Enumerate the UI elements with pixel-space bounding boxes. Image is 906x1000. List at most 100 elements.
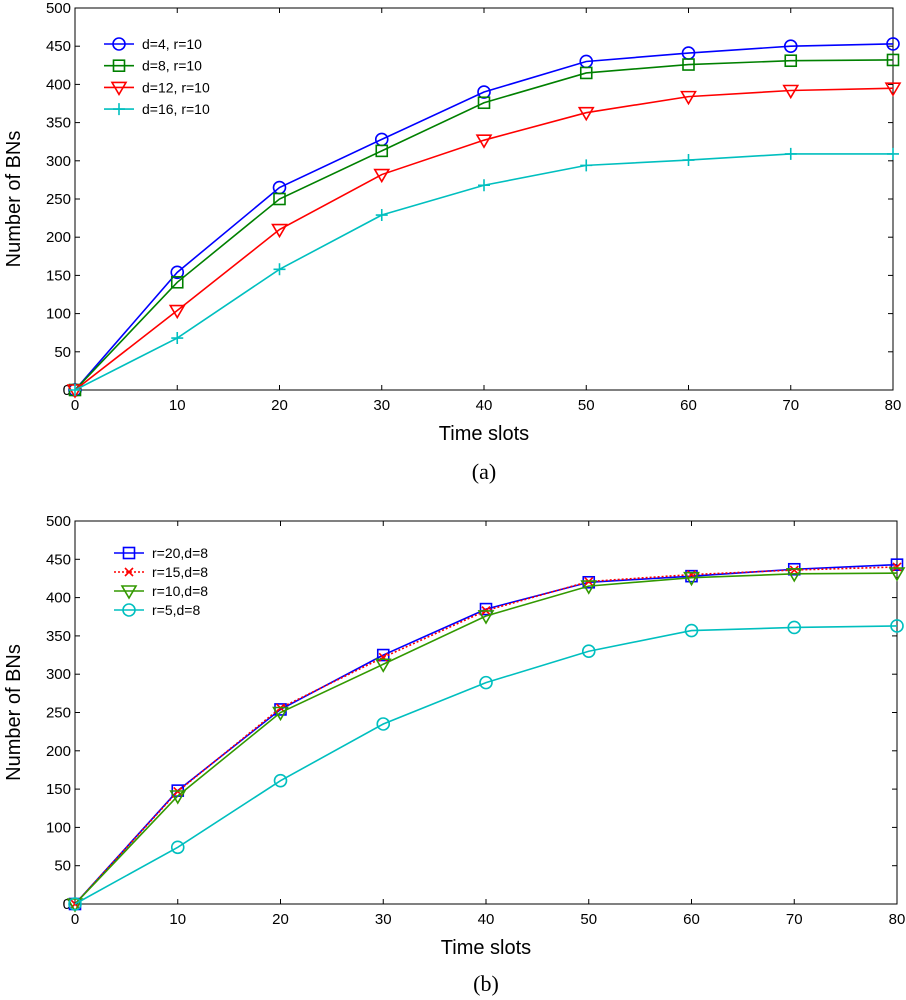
chart-a-x-tick-label: 10	[169, 397, 186, 414]
chart-a-caption: (a)	[472, 459, 496, 484]
chart-a: 0 10 20 30 40 50 60 70 80 0 50 100 150 200 250 300 350 40…	[3, 0, 902, 484]
chart-a-legend-label: d=16, r=10	[142, 101, 210, 117]
chart-b-y-axis-title: Number of BNs	[3, 644, 25, 781]
chart-b-series-1-point	[890, 558, 904, 571]
chart-a-legend-label: d=12, r=10	[142, 79, 210, 95]
chart-b-series-4-point	[376, 717, 391, 731]
chart-b-series-3	[66, 567, 906, 913]
chart-a-series-2-point	[375, 144, 389, 158]
chart-a-x-axis-title: Time slots	[439, 423, 529, 445]
chart-b-series-4-point	[273, 773, 288, 788]
chart-a-y-tick-label: 0	[63, 382, 71, 399]
chart-b: 0 10 20 30 40 50 60 70 80 0 50 100 150 200 250 300 350 40…	[3, 513, 906, 996]
chart-a-x-tick-label: 20	[271, 397, 288, 414]
chart-b-y-tick-label: 50	[54, 858, 71, 875]
chart-a-y-tick-label: 100	[46, 306, 71, 323]
chart-b-x-tick-label: 30	[375, 911, 392, 928]
chart-b-x-tick-label: 60	[683, 911, 700, 928]
chart-b-series-3-point	[785, 568, 803, 583]
chart-b-series-4-point	[684, 623, 699, 638]
chart-b-x-tick-label: 70	[786, 911, 803, 928]
chart-a-series-4	[69, 147, 899, 396]
chart-a-series-3-point	[884, 82, 902, 97]
chart-a-series-1-point	[783, 39, 798, 54]
chart-b-series-3-line	[74, 572, 898, 905]
chart-a-x-tick-label: 0	[71, 397, 79, 414]
chart-b-series-2-point	[892, 562, 902, 572]
chart-a-series-3-point	[168, 304, 186, 320]
chart-b-y-tick-label: 350	[46, 628, 71, 645]
chart-a-series-3-point	[782, 84, 800, 100]
chart-a-legend-label: d=4, r=10	[142, 36, 202, 52]
chart-b-x-tick-label: 50	[580, 911, 597, 928]
chart-a-y-axis-title: Number of BNs	[3, 131, 25, 268]
chart-a-series-4-point	[682, 154, 695, 167]
chart-a-y-tick-label: 200	[46, 229, 71, 246]
chart-b-caption: (b)	[473, 971, 499, 996]
chart-b-legend-label: r=5,d=8	[152, 602, 200, 618]
chart-a-x-tick-label: 30	[373, 397, 390, 414]
chart-a-series-1-line	[74, 43, 894, 391]
chart-a-legend-marker	[110, 81, 128, 96]
chart-a-x-tick-label: 70	[782, 397, 799, 414]
chart-a-x-tick-label: 60	[680, 397, 697, 414]
chart-a-legend-label: d=8, r=10	[142, 58, 202, 74]
chart-b-y-tick-label: 250	[46, 705, 71, 722]
chart-a-series-3	[66, 82, 902, 399]
chart-a-series-3-line	[74, 87, 894, 391]
chart-b-x-tick-label: 10	[169, 911, 186, 928]
chart-b-legend-label: r=20,d=8	[152, 545, 208, 561]
chart-a-series-2-point	[477, 96, 491, 110]
chart-a-y-tick-label: 50	[54, 344, 71, 361]
chart-b-series-4-line	[74, 625, 898, 905]
chart-b-legend-marker	[122, 546, 136, 560]
chart-a-series-4-point	[375, 209, 388, 222]
chart-b-series-4	[68, 619, 904, 911]
chart-b-x-tick-label: 80	[889, 911, 906, 928]
chart-a-legend-marker	[112, 59, 126, 73]
chart-b-series-4-point	[581, 644, 596, 659]
chart-b-legend: r=20,d=8 r=15,d=8 r=10,d=8 r=5,d=8	[114, 545, 208, 618]
chart-a-series-4-point	[478, 179, 490, 192]
chart-a-series-4-point	[171, 332, 184, 345]
chart-a-series-2-point	[682, 58, 695, 71]
chart-a-y-tick-label: 300	[46, 153, 71, 170]
chart-b-series-4-point	[787, 620, 802, 635]
chart-a-y-tick-label: 500	[46, 0, 71, 17]
chart-b-legend-label: r=10,d=8	[152, 583, 208, 599]
chart-b-y-tick-label: 100	[46, 819, 71, 836]
chart-b-series-3-point	[477, 610, 495, 625]
chart-a-y-tick-label: 150	[46, 267, 71, 284]
chart-a-series-1-point	[170, 265, 185, 280]
chart-a-series-3-point	[373, 168, 391, 184]
chart-a-series-2-point	[886, 53, 900, 67]
chart-a-series-2-line	[74, 59, 894, 391]
chart-b-y-tick-label: 200	[46, 743, 71, 760]
chart-b-legend-marker	[122, 603, 136, 617]
chart-a-series-4-point	[784, 147, 797, 160]
chart-b-y-tick-label: 500	[46, 513, 71, 530]
chart-b-series-3-point	[66, 898, 84, 913]
chart-b-series-3-point	[374, 658, 392, 673]
chart-b-series-3-point	[888, 567, 906, 582]
chart-b-x-tick-label: 40	[478, 911, 495, 928]
chart-b-legend-marker	[124, 567, 134, 577]
chart-b-series-2-point	[789, 565, 799, 575]
chart-b-series-4-point	[890, 619, 904, 633]
chart-b-series-4-point	[170, 840, 185, 855]
chart-b-legend-marker	[120, 585, 138, 600]
chart-a-legend: d=4, r=10 d=8, r=10 d=12, r=10 d=16, r=10	[104, 36, 210, 117]
chart-a-y-tick-label: 250	[46, 191, 71, 208]
chart-b-y-tick-label: 150	[46, 781, 71, 798]
chart-b-legend-label: r=15,d=8	[152, 564, 208, 580]
chart-b-x-tick-label: 0	[71, 911, 79, 928]
chart-b-series-3-point	[683, 571, 700, 587]
chart-b-series-3-point	[169, 790, 187, 805]
chart-a-series-1-point	[477, 85, 491, 99]
chart-a-x-tick-label: 80	[885, 397, 902, 414]
chart-b-y-tick-label: 400	[46, 590, 71, 607]
chart-b-x-tick-label: 20	[272, 911, 289, 928]
chart-b-y-tick-label: 0	[63, 896, 71, 913]
chart-a-series-2-point	[273, 192, 286, 206]
chart-a-series-4-point	[887, 147, 899, 160]
